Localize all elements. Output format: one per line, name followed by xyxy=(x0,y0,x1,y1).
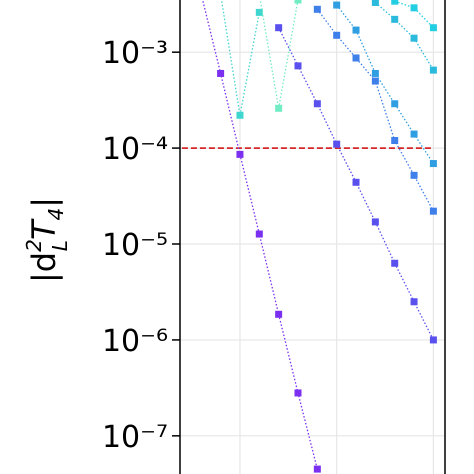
plot-area xyxy=(181,0,437,473)
point xyxy=(275,104,283,112)
point xyxy=(275,24,283,32)
series-line xyxy=(336,4,434,164)
point xyxy=(371,218,379,226)
y-axis-label: |d2 LT4| xyxy=(22,197,72,283)
point xyxy=(352,26,360,34)
point xyxy=(313,100,321,108)
series-line xyxy=(374,1,434,71)
point xyxy=(410,298,418,306)
point xyxy=(371,69,379,77)
point xyxy=(333,1,341,9)
point xyxy=(391,137,399,145)
point xyxy=(333,140,341,148)
series-line xyxy=(394,0,434,29)
point xyxy=(429,66,437,74)
y-tick-label: 10⁻⁴ xyxy=(102,132,168,167)
point xyxy=(333,31,341,39)
point xyxy=(410,34,418,42)
point xyxy=(371,0,379,6)
point xyxy=(255,8,263,16)
point xyxy=(391,100,399,108)
point xyxy=(371,77,379,85)
point xyxy=(275,310,283,318)
point xyxy=(352,178,360,186)
point xyxy=(391,15,399,23)
point xyxy=(294,389,302,397)
point xyxy=(429,336,437,344)
point xyxy=(410,130,418,138)
point xyxy=(294,0,302,4)
point xyxy=(391,259,399,267)
series-line xyxy=(259,0,299,109)
point xyxy=(294,62,302,70)
point xyxy=(429,207,437,215)
point xyxy=(410,4,418,12)
point xyxy=(391,0,399,5)
point xyxy=(410,171,418,179)
y-tick-label: 10⁻⁵ xyxy=(102,228,168,263)
point xyxy=(313,465,321,473)
y-tick-label: 10⁻⁶ xyxy=(102,324,168,359)
point xyxy=(217,69,225,77)
point xyxy=(255,230,263,238)
point xyxy=(236,111,244,119)
point xyxy=(236,150,244,158)
y-tick-label: 10⁻³ xyxy=(102,36,168,71)
y-tick-label: 10⁻⁷ xyxy=(102,420,168,455)
point xyxy=(429,160,437,168)
point xyxy=(429,24,437,32)
point xyxy=(313,5,321,13)
point xyxy=(352,54,360,62)
y-axis: 10⁻³ 10⁻⁴ 10⁻⁵ 10⁻⁶ 10⁻⁷ xyxy=(102,36,180,455)
